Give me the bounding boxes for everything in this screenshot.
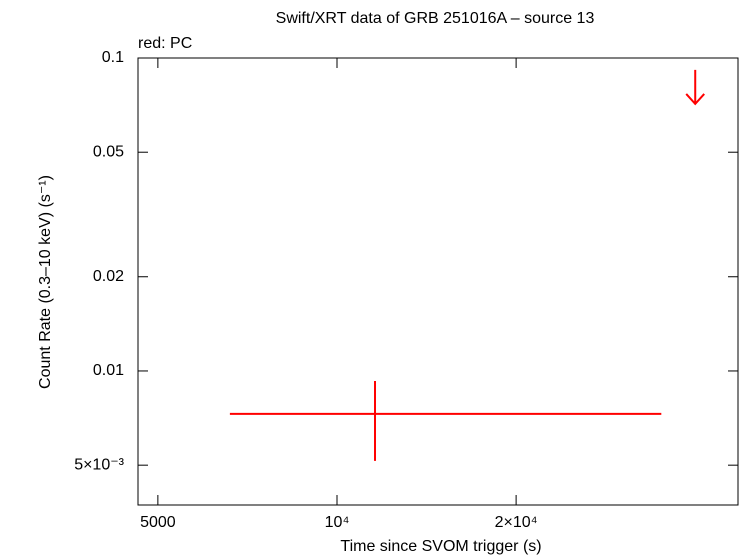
upper-limit bbox=[685, 69, 705, 106]
y-tick-label: 0.1 bbox=[102, 49, 124, 66]
x-tick-label: 10⁴ bbox=[325, 514, 350, 531]
y-tick-label: 0.01 bbox=[93, 362, 124, 379]
x-tick-label: 2×10⁴ bbox=[495, 514, 538, 531]
chart-title: Swift/XRT data of GRB 251016A – source 1… bbox=[276, 10, 595, 27]
plot-frame bbox=[137, 57, 739, 506]
y-tick-label: 0.02 bbox=[93, 268, 124, 285]
x-axis-label: Time since SVOM trigger (s) bbox=[340, 538, 541, 555]
y-tick-label: 5×10⁻³ bbox=[74, 456, 124, 473]
x-tick-label: 5000 bbox=[140, 514, 176, 531]
y-tick-label: 0.05 bbox=[93, 143, 124, 160]
y-axis-label: Count Rate (0.3–10 keV) (s⁻¹) bbox=[37, 175, 54, 389]
annotation: red: PC bbox=[138, 35, 192, 52]
